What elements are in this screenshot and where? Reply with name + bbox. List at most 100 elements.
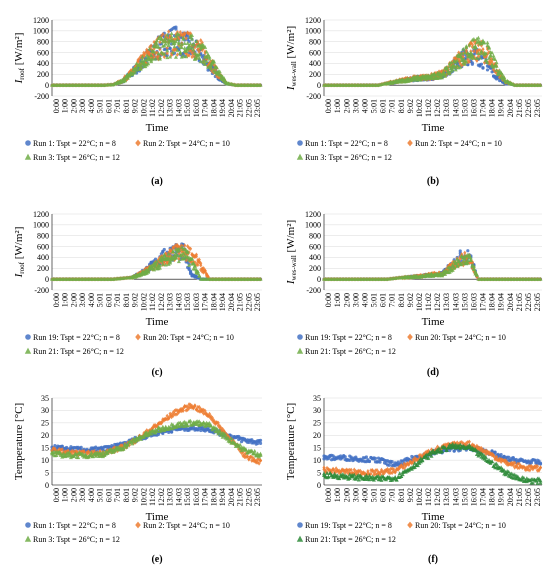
data-point (258, 438, 263, 442)
data-point (173, 55, 178, 59)
y-tick-label: 25 (41, 419, 49, 428)
legend-label: Run 2: Tspt = 24°C; n = 10 (143, 521, 230, 530)
data-point (183, 32, 187, 37)
data-point (396, 467, 400, 472)
y-tick-label: 200 (309, 264, 321, 273)
legend-label: Run 3: Tspt = 26°C; n = 12 (33, 153, 120, 162)
data-point (207, 54, 212, 59)
y-tick-label: 0 (317, 81, 321, 90)
data-point (134, 67, 139, 72)
data-point (479, 49, 484, 54)
data-point (188, 246, 193, 251)
x-tick-label: 3:00 (351, 293, 360, 307)
y-tick-label: 15 (313, 444, 321, 453)
data-point (156, 51, 161, 56)
y-axis-title: Temperature [°C] (285, 403, 297, 480)
data-point (464, 59, 469, 64)
y-axis-title-subscript: wes-wall (290, 61, 298, 86)
x-axis-title: Time (422, 316, 445, 328)
x-tick-label: 22:05 (524, 293, 533, 311)
data-point (214, 65, 219, 70)
y-axis-title-symbol: I (13, 272, 25, 278)
data-point (187, 53, 191, 58)
x-axis-title: Time (422, 122, 445, 134)
x-tick-label: 13:03 (442, 293, 451, 311)
data-point (157, 263, 162, 268)
legend-marker (135, 333, 141, 341)
x-tick-label: 13:03 (166, 99, 175, 117)
data-point (369, 468, 373, 473)
x-tick-label: 11:02 (148, 293, 157, 311)
data-point (443, 272, 448, 276)
x-tick-label: 9:02 (131, 293, 140, 307)
data-point (422, 451, 426, 457)
data-point (493, 57, 498, 62)
data-point (211, 59, 216, 63)
data-point (476, 54, 481, 59)
y-tick-label: 600 (37, 242, 49, 251)
panel-caption: (b) (427, 176, 439, 187)
data-point (337, 468, 341, 473)
data-point (470, 44, 474, 50)
y-tick-label: -200 (34, 92, 49, 101)
data-point (142, 50, 146, 55)
x-tick-label: 12:02 (433, 488, 442, 506)
data-point (192, 263, 197, 268)
data-point (197, 56, 202, 60)
x-tick-label: 13:03 (166, 293, 175, 311)
data-point (387, 463, 391, 467)
data-point (147, 46, 152, 51)
data-point (334, 469, 338, 474)
x-tick-label: 7:01 (113, 293, 122, 307)
data-point (190, 33, 194, 38)
data-point (155, 428, 159, 433)
data-point (258, 276, 263, 281)
data-point (253, 457, 257, 463)
y-tick-label: -200 (306, 286, 321, 295)
data-point (490, 50, 495, 55)
y-tick-label: 400 (37, 59, 49, 68)
y-tick-label: 35 (41, 394, 49, 403)
legend-label: Run 1: Tspt = 22°C; n = 8 (305, 139, 388, 148)
x-tick-label: 13:03 (442, 99, 451, 117)
data-point (468, 50, 473, 55)
data-point (163, 36, 168, 41)
data-point (155, 38, 159, 43)
data-point (471, 263, 476, 268)
data-point (444, 65, 449, 69)
legend-label: Run 21: Tspt = 26°C; n = 12 (33, 347, 124, 356)
data-point (450, 67, 455, 72)
data-point (203, 408, 207, 414)
x-tick-label: 8:01 (397, 99, 406, 113)
x-tick-label: 3:00 (351, 488, 360, 502)
x-tick-label: 0:00 (324, 488, 333, 502)
data-point (197, 49, 201, 55)
data-point (133, 69, 138, 74)
y-tick-label: 600 (309, 242, 321, 251)
data-point (461, 46, 466, 51)
x-tick-label: 14:03 (451, 293, 460, 311)
data-point (373, 456, 378, 460)
data-point (452, 265, 457, 270)
x-tick-label: 17:04 (479, 293, 488, 311)
data-point (190, 50, 194, 55)
data-point (141, 60, 146, 64)
data-point (455, 58, 460, 63)
x-tick-label: 20:04 (506, 293, 515, 311)
data-point (206, 52, 211, 57)
data-point (53, 443, 57, 448)
data-point (472, 49, 476, 54)
data-point (191, 261, 196, 265)
data-point (216, 420, 220, 426)
data-point (443, 442, 447, 447)
data-point (538, 462, 543, 466)
x-tick-label: 0:00 (324, 293, 333, 307)
panel-caption: (e) (151, 554, 162, 565)
data-point (340, 467, 344, 472)
data-point (462, 50, 467, 55)
x-tick-label: 9:02 (406, 99, 415, 113)
data-point (423, 450, 428, 455)
data-point (393, 470, 397, 475)
data-point (203, 62, 208, 67)
legend-label: Run 3: Tspt = 26°C; n = 12 (305, 153, 392, 162)
